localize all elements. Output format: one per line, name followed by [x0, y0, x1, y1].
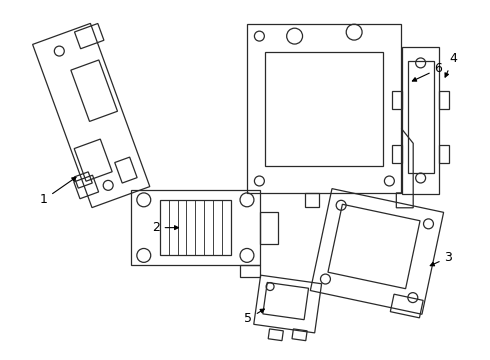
Text: 1: 1: [40, 177, 76, 206]
Bar: [247, 24, 401, 193]
Bar: [402, 47, 440, 194]
Text: 5: 5: [244, 309, 265, 325]
Text: 3: 3: [430, 251, 452, 266]
Bar: [160, 201, 231, 255]
Bar: [408, 61, 434, 173]
Text: 6: 6: [413, 62, 442, 81]
Bar: [266, 52, 383, 166]
Bar: [131, 190, 260, 265]
Text: 2: 2: [152, 221, 178, 234]
Text: 4: 4: [445, 53, 457, 77]
